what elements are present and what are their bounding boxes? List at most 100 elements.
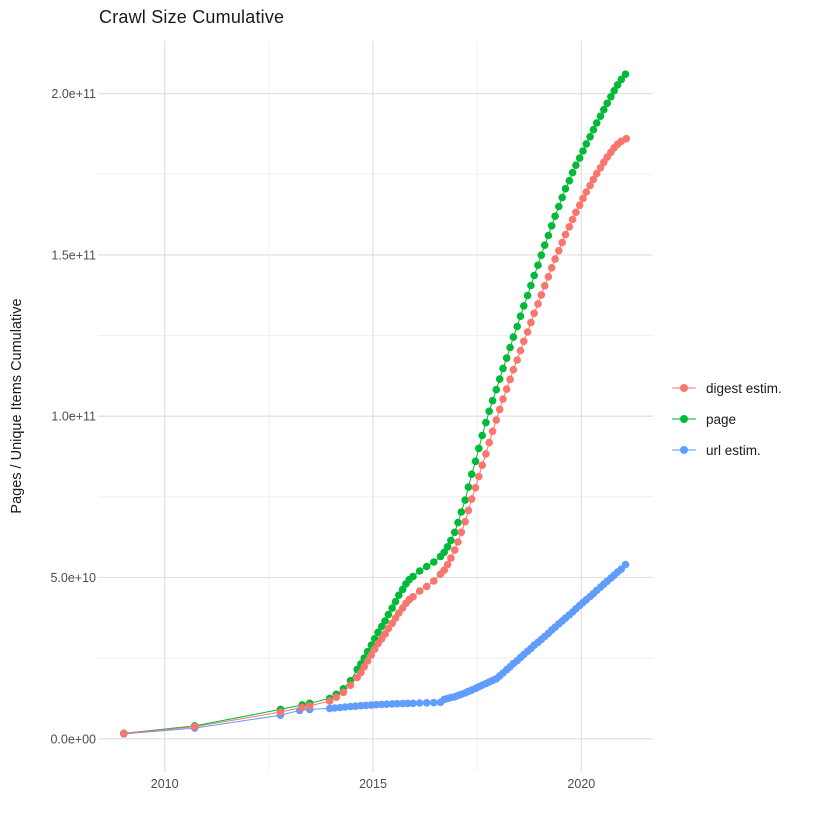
data-point-digest-estim- [572, 208, 580, 217]
x-tick-label: 2020 [567, 777, 595, 791]
data-point-url-estim- [621, 560, 630, 569]
data-point-page [422, 562, 431, 571]
data-point-digest-estim- [547, 264, 556, 272]
data-point-digest-estim- [430, 577, 438, 585]
data-point-page [582, 140, 591, 148]
data-point-digest-estim- [450, 546, 459, 554]
data-point-digest-estim- [582, 188, 591, 196]
data-point-url-estim- [422, 699, 431, 707]
data-point-page [520, 302, 528, 310]
data-point-page [467, 470, 476, 479]
data-point-page [398, 585, 407, 594]
data-point-page [575, 154, 584, 162]
data-point-url-estim- [372, 700, 381, 709]
data-point-page [555, 202, 563, 211]
data-point-url-estim- [415, 699, 424, 707]
data-point-page [534, 261, 542, 270]
data-point-digest-estim- [367, 651, 376, 659]
data-point-url-estim- [393, 699, 402, 708]
data-point-page [572, 161, 580, 169]
data-point-page [506, 343, 514, 352]
data-point-digest-estim- [523, 328, 532, 336]
y-tick-label: 0.0e+00 [50, 732, 96, 746]
data-point-digest-estim- [381, 630, 389, 638]
data-point-digest-estim- [360, 663, 369, 671]
data-point-url-estim- [430, 698, 438, 707]
y-axis-title: Pages / Unique Items Cumulative [9, 298, 25, 514]
data-point-digest-estim- [443, 560, 452, 569]
data-point-page [537, 251, 546, 259]
data-point-digest-estim- [492, 416, 501, 424]
legend-label: digest estim. [706, 380, 782, 396]
data-point-page [492, 385, 501, 394]
data-point-page [592, 119, 601, 127]
data-point-page [579, 147, 587, 155]
data-point-page [509, 333, 518, 341]
data-point-digest-estim- [579, 194, 587, 203]
data-point-page [544, 231, 553, 240]
data-point-digest-estim- [592, 169, 601, 178]
data-point-page [527, 281, 535, 290]
y-tick-label: 1.5e+11 [51, 248, 96, 262]
data-point-digest-estim- [575, 201, 584, 209]
data-point-digest-estim- [298, 703, 307, 712]
data-point-digest-estim- [447, 554, 455, 562]
data-point-page [482, 418, 490, 427]
data-point-page [488, 396, 497, 405]
data-point-page [603, 99, 611, 108]
data-point-page [617, 75, 626, 84]
data-point-page [523, 291, 532, 300]
data-point-digest-estim- [495, 405, 504, 414]
data-point-digest-estim- [544, 273, 553, 281]
data-point-digest-estim- [454, 538, 462, 546]
data-point-page [558, 193, 566, 202]
data-point-page [409, 572, 417, 581]
data-point-page [495, 375, 504, 383]
legend-label: page [706, 411, 737, 427]
data-point-digest-estim- [622, 134, 631, 143]
data-point-page [621, 70, 630, 78]
data-point-digest-estim- [440, 566, 449, 574]
data-point-digest-estim- [596, 164, 605, 172]
data-point-digest-estim- [589, 175, 598, 184]
data-point-digest-estim- [558, 238, 566, 247]
data-point-digest-estim- [457, 528, 466, 537]
data-point-digest-estim- [120, 729, 128, 738]
data-point-page [516, 312, 525, 321]
data-point-digest-estim- [363, 657, 372, 665]
data-point-digest-estim- [530, 309, 538, 318]
data-point-page [561, 184, 570, 193]
data-point-page [613, 81, 622, 89]
data-point-page [447, 536, 455, 545]
data-point-page [596, 112, 605, 120]
data-point-page [415, 567, 424, 575]
data-point-page [540, 241, 549, 249]
data-point-digest-estim- [471, 484, 480, 492]
data-point-digest-estim- [339, 688, 348, 697]
data-point-page [443, 543, 452, 551]
legend: digest estim. page url estim. [672, 378, 782, 460]
data-point-page [499, 364, 507, 373]
data-point-page [547, 222, 556, 230]
data-point-digest-estim- [540, 282, 549, 290]
legend-item-digest-estim-: digest estim. [672, 378, 782, 398]
legend-item-page: page [672, 409, 782, 429]
data-point-digest-estim- [537, 291, 546, 299]
data-point-digest-estim- [325, 697, 334, 705]
data-point-page [600, 105, 608, 114]
data-point-page [485, 407, 494, 416]
data-point-page [384, 610, 393, 619]
y-tick-label: 2.0e+11 [51, 87, 96, 101]
legend-label: url estim. [706, 442, 761, 458]
data-point-digest-estim- [509, 365, 518, 374]
data-point-page [475, 444, 483, 453]
data-point-page [388, 604, 397, 612]
y-tick-label: 1.0e+11 [51, 410, 96, 424]
data-point-digest-estim- [478, 461, 487, 470]
data-point-digest-estim- [527, 318, 535, 327]
data-point-digest-estim- [565, 223, 574, 231]
data-point-url-estim- [362, 701, 370, 710]
data-point-page [454, 518, 462, 527]
data-point-page [440, 548, 449, 557]
